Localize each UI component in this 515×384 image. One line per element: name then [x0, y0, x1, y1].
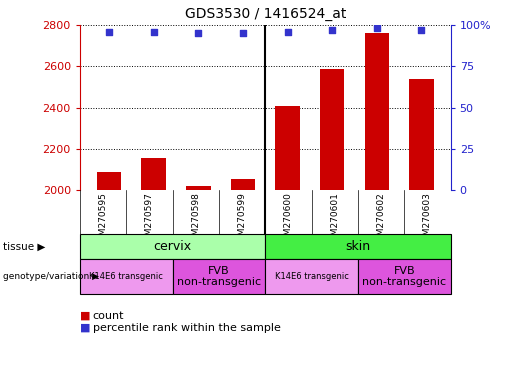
Text: GSM270602: GSM270602 [376, 192, 386, 247]
Point [239, 30, 247, 36]
Text: FVB
non-transgenic: FVB non-transgenic [362, 266, 447, 287]
Bar [409, 79, 434, 190]
Text: GSM270603: GSM270603 [423, 192, 432, 247]
Point [105, 28, 113, 35]
Bar [365, 33, 389, 190]
Text: percentile rank within the sample: percentile rank within the sample [93, 323, 281, 333]
Bar [320, 70, 345, 190]
Bar [80, 234, 265, 259]
Bar [265, 234, 451, 259]
Bar [276, 106, 300, 190]
Bar [141, 158, 166, 190]
Text: GSM270597: GSM270597 [145, 192, 154, 247]
Point [194, 30, 202, 36]
Text: GSM270601: GSM270601 [330, 192, 339, 247]
Text: ■: ■ [80, 323, 90, 333]
Text: GSM270600: GSM270600 [284, 192, 293, 247]
Bar [358, 259, 451, 294]
Text: tissue ▶: tissue ▶ [3, 242, 45, 252]
Text: cervix: cervix [153, 240, 192, 253]
Text: GSM270598: GSM270598 [191, 192, 200, 247]
Text: FVB
non-transgenic: FVB non-transgenic [177, 266, 261, 287]
Text: K14E6 transgenic: K14E6 transgenic [274, 272, 349, 281]
Text: skin: skin [346, 240, 370, 253]
Title: GDS3530 / 1416524_at: GDS3530 / 1416524_at [184, 7, 346, 21]
Text: count: count [93, 311, 124, 321]
Bar [80, 259, 173, 294]
Text: K14E6 transgenic: K14E6 transgenic [89, 272, 163, 281]
Bar [265, 259, 358, 294]
Point [373, 25, 381, 31]
Bar [186, 186, 211, 190]
Point [283, 28, 291, 35]
Point [417, 27, 425, 33]
Text: ■: ■ [80, 311, 90, 321]
Bar [231, 179, 255, 190]
Text: GSM270599: GSM270599 [237, 192, 247, 247]
Point [149, 28, 158, 35]
Point [328, 27, 336, 33]
Text: GSM270595: GSM270595 [98, 192, 108, 247]
Bar [97, 172, 121, 190]
Text: genotype/variation ▶: genotype/variation ▶ [3, 272, 98, 281]
Bar [173, 259, 265, 294]
